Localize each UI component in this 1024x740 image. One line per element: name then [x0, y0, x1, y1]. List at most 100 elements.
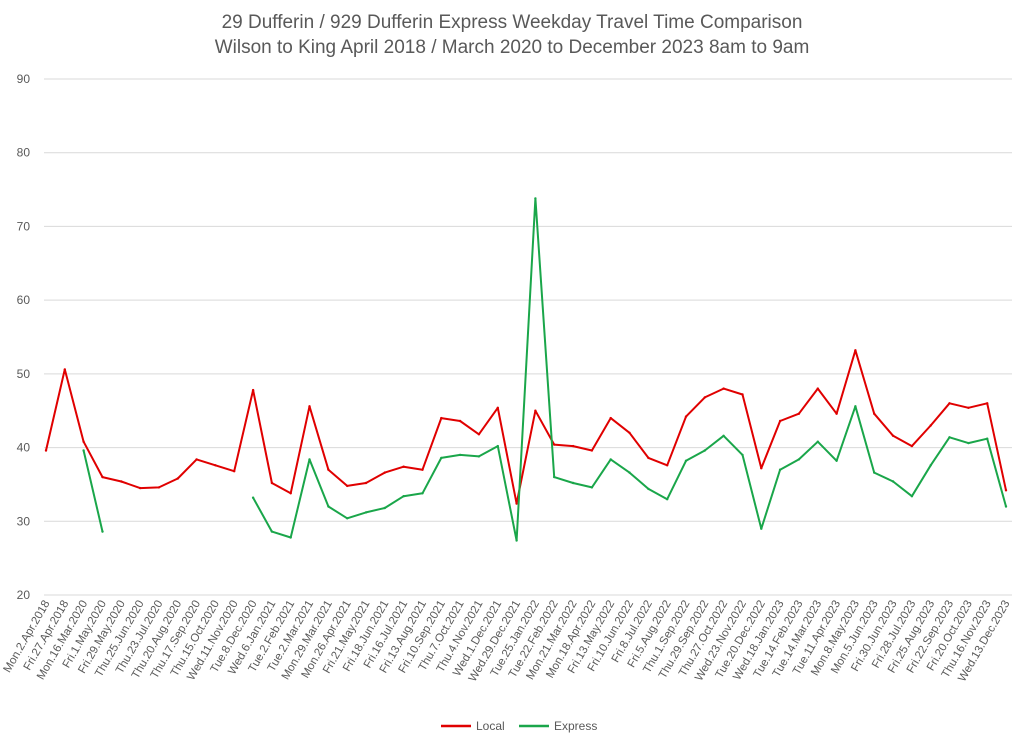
- data-point-local: [666, 464, 669, 467]
- data-point-express: [816, 440, 819, 443]
- data-point-local: [101, 475, 104, 479]
- data-point-express: [590, 486, 594, 489]
- data-point-express: [553, 475, 556, 479]
- data-point-local: [910, 444, 914, 448]
- data-point-local: [891, 434, 895, 437]
- data-point-local: [346, 484, 349, 488]
- data-point-express: [760, 527, 763, 530]
- data-point-express: [477, 455, 481, 458]
- data-point-express: [458, 453, 462, 457]
- data-point-express: [647, 487, 650, 491]
- data-point-local: [760, 467, 763, 470]
- data-point-express: [609, 458, 612, 461]
- data-point-local: [440, 416, 443, 420]
- data-point-express: [854, 405, 857, 408]
- data-point-express: [101, 530, 104, 533]
- data-point-express: [289, 536, 292, 539]
- series-line-express: [82, 197, 1007, 542]
- data-point-express: [986, 437, 989, 440]
- y-axis-tick-labels: 20 30 40 50 60 70 80 90: [17, 72, 31, 602]
- data-point-express: [571, 481, 575, 485]
- data-point-express: [891, 480, 895, 483]
- data-point-express: [327, 505, 330, 508]
- y-tick-label: 30: [17, 514, 31, 528]
- data-point-express: [628, 471, 631, 474]
- chart-title-line-1: 29 Dufferin / 929 Dufferin Express Weekd…: [222, 12, 803, 33]
- data-point-express: [1004, 505, 1008, 508]
- data-point-express: [778, 468, 782, 471]
- data-point-local: [873, 412, 876, 415]
- y-tick-label: 60: [17, 293, 31, 307]
- data-point-local: [967, 406, 970, 409]
- data-point-express: [910, 495, 914, 498]
- data-point-local: [364, 481, 368, 485]
- data-point-local: [778, 419, 782, 423]
- data-point-local: [515, 502, 518, 505]
- data-point-local: [496, 406, 499, 409]
- data-point-express: [515, 539, 518, 542]
- data-point-express: [703, 449, 706, 452]
- data-point-local: [703, 396, 706, 399]
- data-point-local: [628, 431, 631, 434]
- data-point-local: [270, 481, 274, 485]
- data-point-local: [816, 387, 819, 390]
- data-point-express: [948, 436, 951, 439]
- data-point-local: [948, 402, 951, 405]
- data-point-local: [421, 468, 424, 471]
- data-point-local: [741, 393, 744, 396]
- data-point-express: [967, 441, 970, 445]
- data-point-local: [402, 465, 405, 468]
- data-point-express: [873, 471, 876, 474]
- data-point-express: [741, 453, 744, 457]
- data-point-local: [120, 480, 123, 483]
- data-point-local: [986, 402, 989, 405]
- data-point-local: [289, 492, 292, 495]
- data-point-local: [1004, 489, 1008, 492]
- x-axis-tick-labels: Mon.2.Apr.2018Fri.27.Apr.2018Mon.16.Mar.…: [2, 599, 1013, 685]
- y-tick-label: 50: [17, 367, 31, 381]
- data-point-express: [251, 496, 255, 499]
- data-point-local: [251, 388, 255, 392]
- data-point-local: [647, 456, 650, 460]
- legend-label-local: Local: [476, 719, 505, 733]
- data-point-local: [157, 486, 161, 489]
- data-point-local: [797, 412, 801, 415]
- data-point-local: [458, 419, 462, 423]
- data-point-local: [835, 412, 838, 415]
- data-point-express: [421, 492, 424, 495]
- series-line-local: [45, 349, 1007, 505]
- data-point-local: [138, 486, 142, 490]
- data-point-express: [929, 464, 932, 467]
- data-point-local: [176, 477, 179, 480]
- data-point-local: [477, 433, 481, 436]
- y-tick-label: 70: [17, 219, 31, 233]
- data-point-local: [684, 415, 688, 418]
- data-point-express: [496, 444, 499, 448]
- data-point-express: [402, 495, 405, 498]
- data-point-local: [233, 470, 236, 473]
- data-point-express: [666, 498, 669, 501]
- data-point-local: [44, 449, 48, 452]
- data-point-local: [82, 440, 85, 443]
- data-point-express: [835, 459, 838, 462]
- legend-label-express: Express: [554, 719, 597, 733]
- data-point-local: [722, 387, 725, 390]
- chart-title-line-2: Wilson to King April 2018 / March 2020 t…: [215, 37, 810, 58]
- data-point-local: [195, 458, 198, 461]
- data-point-local: [854, 349, 857, 352]
- data-point-express: [722, 434, 725, 437]
- y-tick-label: 20: [17, 588, 31, 602]
- legend: Local Express: [441, 719, 597, 733]
- data-point-express: [534, 197, 537, 200]
- data-point-local: [534, 409, 537, 412]
- data-point-express: [308, 458, 311, 461]
- data-point-express: [270, 530, 274, 533]
- data-point-express: [346, 517, 349, 520]
- data-point-local: [609, 416, 612, 420]
- data-point-local: [571, 444, 575, 448]
- series-lines: [44, 197, 1008, 542]
- data-point-express: [383, 506, 386, 510]
- y-tick-label: 80: [17, 146, 31, 160]
- data-point-local: [590, 449, 594, 452]
